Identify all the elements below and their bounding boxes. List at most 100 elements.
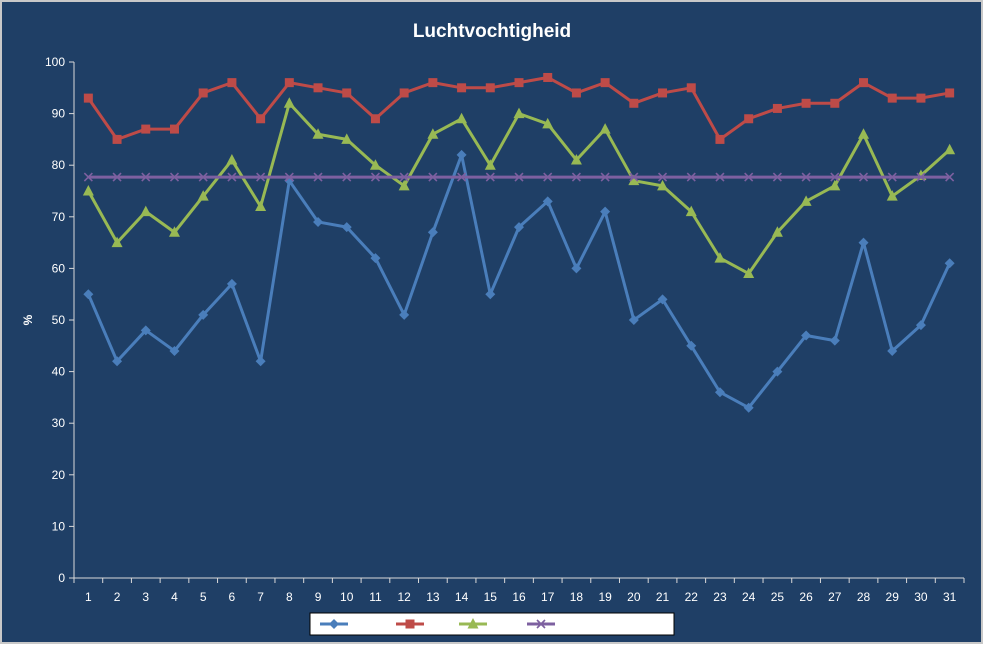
x-tick-label: 28 — [857, 590, 871, 604]
data-point — [83, 172, 93, 182]
x-tick-label: 10 — [340, 590, 354, 604]
x-tick-label: 16 — [512, 590, 526, 604]
data-point — [916, 172, 926, 182]
data-point — [686, 172, 696, 182]
data-point — [484, 159, 496, 170]
data-point — [514, 172, 524, 182]
data-point — [542, 196, 553, 207]
data-point — [830, 98, 840, 108]
data-point — [111, 236, 123, 248]
data-point — [658, 88, 668, 98]
data-point — [255, 356, 266, 367]
data-point — [915, 320, 926, 331]
data-point — [657, 172, 668, 182]
x-tick-label: 30 — [914, 590, 928, 604]
data-point — [197, 190, 209, 201]
legend-label: max — [429, 617, 452, 631]
x-tick-label: 1 — [85, 590, 92, 604]
data-point — [887, 172, 897, 182]
data-point — [542, 117, 554, 129]
data-point — [169, 172, 180, 182]
x-tick-label: 4 — [171, 590, 178, 604]
data-point — [198, 309, 209, 320]
x-tick-label: 26 — [799, 590, 813, 604]
series-maand-gemiddelde — [83, 172, 955, 182]
data-point — [543, 172, 553, 182]
data-point — [428, 78, 438, 88]
data-point — [916, 93, 926, 103]
data-point — [140, 205, 152, 217]
data-point — [112, 356, 123, 367]
data-point — [457, 83, 467, 93]
x-tick-label: 12 — [397, 590, 411, 604]
data-point — [772, 103, 782, 113]
data-point — [485, 83, 495, 93]
data-point — [255, 200, 267, 211]
data-point — [399, 309, 410, 320]
x-tick-label: 20 — [627, 590, 641, 604]
x-tick-label: 31 — [943, 590, 957, 604]
data-point — [227, 78, 237, 88]
y-tick-label: 90 — [52, 107, 66, 121]
legend-item: gem — [459, 617, 515, 631]
data-point — [571, 172, 581, 182]
y-tick-label: 30 — [52, 416, 66, 430]
data-point — [342, 172, 352, 182]
data-point — [600, 206, 611, 217]
data-point — [886, 190, 898, 201]
data-point — [284, 78, 294, 88]
legend-label: maand gemiddelde — [560, 617, 662, 631]
data-point — [169, 345, 180, 356]
data-point — [514, 222, 524, 233]
data-point — [858, 128, 870, 139]
legend-box — [309, 612, 675, 636]
x-tick-label: 15 — [484, 590, 498, 604]
data-point — [657, 294, 668, 305]
x-tick-label: 14 — [455, 590, 469, 604]
x-tick-label: 5 — [200, 590, 207, 604]
legend-item: maand gemiddelde — [527, 617, 662, 631]
data-point — [829, 179, 841, 191]
data-point — [571, 88, 581, 98]
data-point — [514, 78, 524, 88]
data-point — [800, 195, 812, 206]
data-point — [485, 289, 496, 300]
x-tick-label: 8 — [286, 590, 293, 604]
x-tick-label: 23 — [713, 590, 727, 604]
data-point — [859, 78, 869, 88]
x-tick-label: 11 — [369, 590, 382, 604]
data-point — [342, 88, 352, 98]
data-point — [227, 172, 237, 182]
data-point — [226, 154, 238, 165]
legend-swatch-marker — [405, 619, 415, 629]
y-tick-label: 0 — [58, 571, 65, 585]
data-point — [370, 253, 381, 264]
data-point — [226, 278, 237, 289]
data-point — [771, 226, 783, 237]
legend-swatch-marker — [467, 618, 479, 629]
data-point — [457, 172, 467, 182]
legend-label: gem — [492, 617, 515, 631]
data-point — [599, 123, 611, 134]
data-point — [370, 172, 381, 182]
data-point — [657, 179, 669, 191]
data-point — [398, 179, 410, 191]
data-point — [83, 93, 93, 103]
x-tick-label: 3 — [142, 590, 149, 604]
data-point — [801, 330, 812, 341]
data-point — [715, 172, 725, 182]
data-point — [169, 124, 179, 134]
data-point — [141, 172, 151, 182]
data-point — [743, 402, 754, 413]
data-point — [313, 83, 323, 93]
data-point — [629, 172, 639, 182]
legend-swatch-marker — [329, 619, 339, 629]
data-point — [772, 172, 782, 182]
data-point — [256, 114, 266, 124]
data-point — [341, 133, 353, 144]
data-point — [399, 172, 409, 182]
data-point — [629, 98, 639, 108]
series-layer — [82, 72, 956, 413]
y-tick-label: 70 — [52, 210, 66, 224]
